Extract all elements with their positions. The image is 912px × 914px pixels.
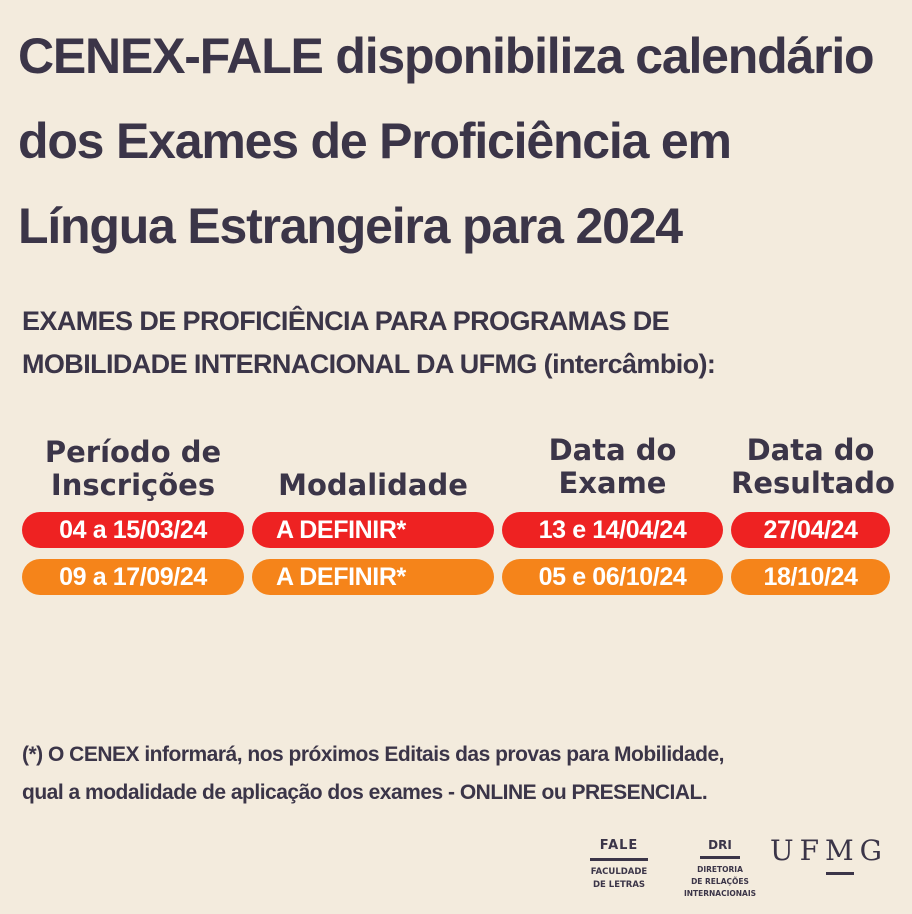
- ufmg-logo-name: UFMG: [769, 834, 889, 867]
- header-result-date: Data do Resultado: [731, 433, 895, 500]
- row-2-modality: A DEFINIR*: [252, 559, 494, 595]
- page-title: CENEX-FALE disponibiliza calendário dos …: [18, 14, 898, 269]
- row-1-exam-date: 13 e 14/04/24: [502, 512, 723, 548]
- row-1-period: 04 a 15/03/24: [22, 512, 244, 548]
- title-line-2: dos Exames de Proficiência em: [18, 113, 732, 169]
- fale-logo-sub-2: DE LETRAS: [592, 880, 646, 890]
- row-1-modality: A DEFINIR*: [252, 512, 494, 548]
- dri-logo-sub-2: DE RELAÇÕES: [691, 877, 749, 886]
- dri-logo-sub-1: DIRETORIA: [697, 865, 743, 874]
- dri-logo-sub-3: INTERNACIONAIS: [683, 889, 757, 898]
- footnote: (*) O CENEX informará, nos próximos Edit…: [22, 736, 892, 812]
- row-2-result-date: 18/10/24: [731, 559, 890, 595]
- dri-logo-bar: [700, 856, 740, 859]
- header-modality: Modalidade: [252, 469, 494, 502]
- header-exam-date-line-2: Exame: [558, 466, 667, 500]
- header-exam-date: Data do Exame: [502, 434, 723, 500]
- header-modality-line-1: Modalidade: [278, 468, 468, 502]
- row-1-result-date: 27/04/24: [731, 512, 890, 548]
- header-exam-date-line-1: Data do: [548, 433, 677, 467]
- section-heading-line-2: MOBILIDADE INTERNACIONAL DA UFMG (interc…: [22, 349, 716, 379]
- title-line-1: CENEX-FALE disponibiliza calendário: [18, 28, 875, 84]
- section-heading-line-1: EXAMES DE PROFICIÊNCIA PARA PROGRAMAS DE: [22, 306, 670, 336]
- header-result-date-line-2: Resultado: [731, 466, 895, 500]
- row-2-exam-date: 05 e 06/10/24: [502, 559, 723, 595]
- fale-logo-name: FALE: [599, 838, 639, 853]
- dri-logo-name: DRI: [708, 838, 732, 852]
- fale-logo-sub-1: FACULDADE: [590, 867, 648, 877]
- header-period-line-2: Inscrições: [50, 468, 216, 502]
- header-period-line-1: Período de: [44, 435, 222, 469]
- footnote-line-2: qual a modalidade de aplicação dos exame…: [22, 781, 708, 804]
- title-line-3: Língua Estrangeira para 2024: [18, 198, 683, 254]
- row-2-period: 09 a 17/09/24: [22, 559, 244, 595]
- header-period: Período de Inscrições: [22, 436, 244, 502]
- fale-logo-bar: [590, 858, 648, 861]
- footnote-line-1: (*) O CENEX informará, nos próximos Edit…: [22, 743, 725, 766]
- section-heading: EXAMES DE PROFICIÊNCIA PARA PROGRAMAS DE…: [22, 300, 892, 386]
- header-result-date-line-1: Data do: [746, 433, 875, 467]
- ufmg-logo-bar: [826, 872, 854, 875]
